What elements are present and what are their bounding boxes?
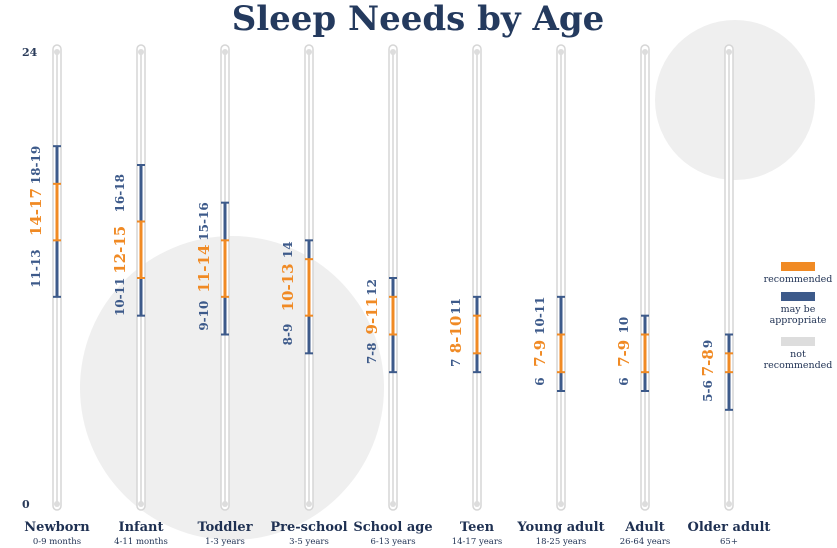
track-cap-top-5: [474, 49, 480, 55]
track-cap-bottom-6: [558, 501, 564, 507]
track-cap-bottom-1: [138, 501, 144, 507]
track-cap-top-4: [390, 49, 396, 55]
background-circle-right: [655, 20, 815, 180]
category-name-5: Teen: [460, 520, 495, 535]
category-name-0: Newborn: [24, 520, 90, 535]
category-sub-5: 14-17 years: [452, 537, 503, 547]
rec-label-2: 11-14: [195, 245, 213, 293]
may-high-label-8: 9: [701, 340, 715, 348]
category-name-8: Older adult: [688, 520, 771, 535]
rec-label-4: 9-11: [363, 297, 381, 335]
may-high-label-7: 10: [617, 317, 631, 334]
y-tick-label-bottom: 0: [22, 498, 30, 511]
track-cap-bottom-2: [222, 501, 228, 507]
legend-label-1-1: appropriate: [770, 315, 827, 326]
track-cap-bottom-5: [474, 501, 480, 507]
bars-group: 14-17 18-19 11-13 Newborn 0-9 months 12-15 16-…: [24, 44, 771, 547]
rec-label-5: 8-10: [447, 316, 465, 354]
may-high-label-2: 15-16: [197, 202, 211, 240]
category-name-6: Young adult: [516, 520, 604, 535]
may-low-label-8: 5-6: [701, 380, 715, 402]
may-high-label-3: 14: [281, 241, 295, 258]
category-sub-2: 1-3 years: [205, 537, 245, 547]
track-cap-bottom-0: [54, 501, 60, 507]
may-high-label-1: 16-18: [113, 174, 127, 212]
legend-swatch-1: [781, 292, 815, 301]
track-cap-bottom-3: [306, 501, 312, 507]
category-name-1: Infant: [118, 520, 163, 535]
may-low-label-5: 7: [449, 359, 463, 367]
legend-swatch-0: [781, 262, 815, 271]
legend-label-2-1: recommended: [764, 360, 833, 371]
rec-label-6: 7-9: [531, 340, 549, 367]
legend-label-0-0: recommended: [764, 274, 833, 285]
category-sub-3: 3-5 years: [289, 537, 329, 547]
legend-label-2-0: not: [790, 349, 806, 360]
y-tick-label-top: 24: [22, 46, 38, 59]
rec-label-3: 10-13: [279, 263, 297, 311]
may-low-label-0: 11-13: [29, 249, 43, 287]
category-name-3: Pre-school: [270, 520, 347, 535]
category-sub-6: 18-25 years: [536, 537, 587, 547]
category-name-7: Adult: [624, 520, 665, 535]
category-sub-7: 26-64 years: [620, 537, 671, 547]
may-low-label-2: 9-10: [197, 301, 211, 331]
rec-label-1: 12-15: [111, 226, 129, 274]
legend-swatch-2: [781, 337, 815, 346]
chart-title: Sleep Needs by Age: [232, 0, 605, 39]
track-cap-top-7: [642, 49, 648, 55]
category-sub-1: 4-11 months: [114, 537, 168, 547]
category-sub-8: 65+: [720, 537, 738, 547]
may-low-label-3: 8-9: [281, 324, 295, 346]
track-cap-bottom-7: [642, 501, 648, 507]
legend-label-1-0: may be: [781, 304, 816, 315]
may-high-label-4: 12: [365, 279, 379, 296]
may-low-label-4: 7-8: [365, 342, 379, 364]
may-low-label-1: 10-11: [113, 278, 127, 316]
category-name-4: School age: [353, 520, 432, 535]
category-sub-0: 0-9 months: [33, 537, 81, 547]
rec-label-8: 7-8: [699, 349, 717, 376]
may-high-label-5: 11: [449, 298, 463, 315]
track-cap-top-0: [54, 49, 60, 55]
track-cap-top-2: [222, 49, 228, 55]
rec-label-0: 14-17: [27, 188, 45, 236]
category-name-2: Toddler: [197, 520, 252, 535]
track-cap-top-3: [306, 49, 312, 55]
track-cap-top-8: [726, 49, 732, 55]
track-cap-bottom-8: [726, 501, 732, 507]
category-sub-4: 6-13 years: [370, 537, 415, 547]
may-high-label-0: 18-19: [29, 146, 43, 184]
track-cap-top-6: [558, 49, 564, 55]
rec-label-7: 7-9: [615, 340, 633, 367]
may-high-label-6: 10-11: [533, 296, 547, 334]
may-low-label-6: 6: [533, 377, 547, 385]
may-low-label-7: 6: [617, 377, 631, 385]
track-cap-top-1: [138, 49, 144, 55]
track-cap-bottom-4: [390, 501, 396, 507]
